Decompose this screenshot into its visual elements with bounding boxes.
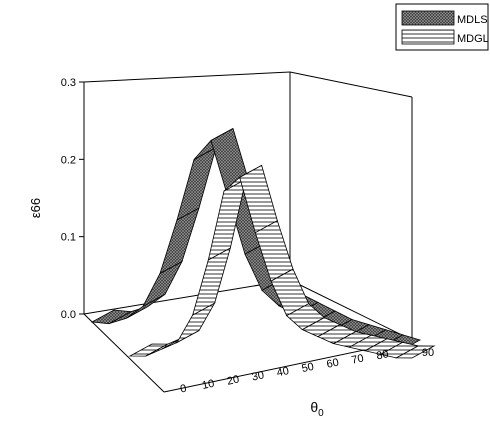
x-tick-label: 50 xyxy=(301,361,315,375)
surfaces xyxy=(90,127,436,359)
right-top-edge xyxy=(289,71,413,98)
legend-swatch-mdgl xyxy=(401,29,455,45)
y-tick-label: 0.2 xyxy=(61,154,76,166)
legend-swatch-mdls xyxy=(401,10,455,26)
x-tick-label: 70 xyxy=(350,352,364,366)
x-tick-label: 80 xyxy=(375,348,389,362)
back-floor-edge xyxy=(83,279,291,315)
x-tick-label: 20 xyxy=(226,373,240,387)
x-axis-title-subscript: 0 xyxy=(318,408,324,418)
x-tick-label: 60 xyxy=(325,357,339,371)
legend: MDLS MDGL xyxy=(395,3,489,51)
ribbon-mdgl xyxy=(128,164,436,359)
y-axis-title: ε66 xyxy=(28,198,43,218)
x-tick-label: 0 xyxy=(179,383,187,396)
x-tick-label: 30 xyxy=(251,369,265,383)
x-axis-title-base: θ xyxy=(310,399,318,415)
right-floor-edge xyxy=(289,279,413,341)
y-tick-label: 0.0 xyxy=(61,309,76,321)
y-axis: 0.0 0.1 0.2 0.3 xyxy=(61,77,84,321)
back-top-edge xyxy=(83,71,291,83)
x-axis-title: θ0 xyxy=(310,399,324,418)
ribbon-segment xyxy=(394,345,436,359)
ribbon-mdls xyxy=(90,127,422,353)
x-axis: 0 10 20 30 40 50 60 70 80 90 xyxy=(179,347,434,396)
x-tick-label: 40 xyxy=(276,365,290,379)
x-tick-label: 10 xyxy=(201,378,215,392)
y-tick-label: 0.3 xyxy=(61,77,76,89)
legend-label-mdgl: MDGL xyxy=(457,33,489,45)
legend-label-mdls: MDLS xyxy=(457,14,488,26)
y-tick-label: 0.1 xyxy=(61,232,76,244)
x-tick-label: 90 xyxy=(422,347,434,359)
front-floor-edge-left xyxy=(83,313,165,393)
